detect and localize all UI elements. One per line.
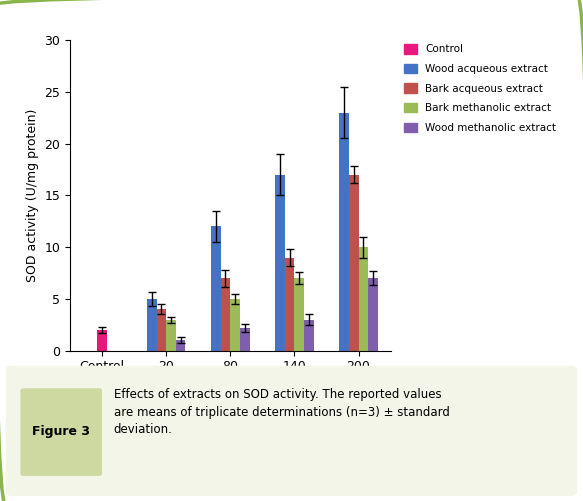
Bar xyxy=(97,330,107,351)
Y-axis label: SOD activity (U/mg protein): SOD activity (U/mg protein) xyxy=(26,109,39,282)
Bar xyxy=(304,320,314,351)
X-axis label: Concentrations (μg/mL): Concentrations (μg/mL) xyxy=(156,379,304,392)
Legend: Control, Wood acqueous extract, Bark acqueous extract, Bark methanolic extract, : Control, Wood acqueous extract, Bark acq… xyxy=(400,40,560,137)
Bar xyxy=(294,278,304,351)
Bar xyxy=(359,247,368,351)
Bar xyxy=(275,175,285,351)
Bar xyxy=(147,299,156,351)
Text: Effects of extracts on SOD activity. The reported values
are means of triplicate: Effects of extracts on SOD activity. The… xyxy=(114,388,449,436)
Bar xyxy=(176,340,185,351)
Bar xyxy=(285,258,294,351)
Bar xyxy=(166,320,176,351)
Bar xyxy=(156,309,166,351)
Bar xyxy=(349,175,359,351)
Bar xyxy=(339,113,349,351)
Bar xyxy=(240,328,250,351)
Bar xyxy=(211,226,221,351)
Bar xyxy=(368,278,378,351)
Text: Figure 3: Figure 3 xyxy=(32,425,90,438)
Bar xyxy=(230,299,240,351)
Bar xyxy=(220,278,230,351)
